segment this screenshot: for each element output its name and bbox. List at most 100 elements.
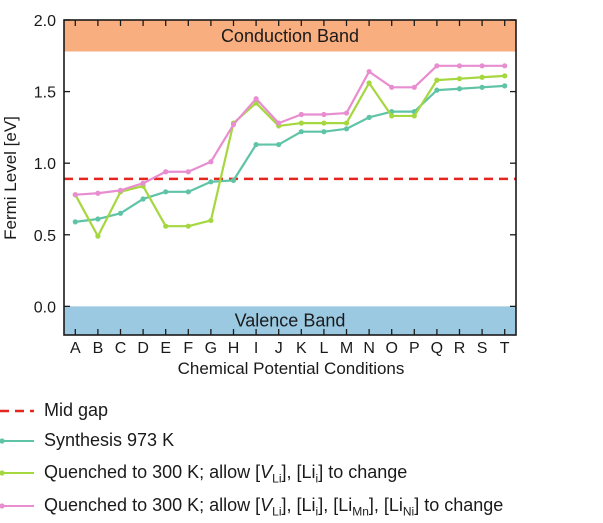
y-tick-label-1: 0.5 <box>34 228 56 245</box>
x-tick-label-C: C <box>115 340 127 357</box>
legend-item-quenched-li: Quenched to 300 K; allow [VLi], [Lii] to… <box>0 458 603 488</box>
series-0-point-B <box>95 216 101 222</box>
series-2-point-J <box>276 120 282 126</box>
series-0-point-A <box>72 219 78 225</box>
legend-label-quenched-all: Quenched to 300 K; allow [VLi], [Lii], [… <box>44 495 504 519</box>
x-tick-label-Q: Q <box>431 340 443 357</box>
series-2-point-D <box>140 180 146 186</box>
legend-label-midgap: Mid gap <box>44 400 109 420</box>
series-2-point-Q <box>434 63 440 69</box>
x-tick-label-H: H <box>228 340 240 357</box>
x-tick-label-F: F <box>183 340 193 357</box>
series-1-point-R <box>456 76 463 82</box>
series-2-point-B <box>95 190 101 196</box>
x-tick-label-K: K <box>296 340 307 357</box>
legend-label-synthesis: Synthesis 973 K <box>44 430 175 450</box>
series-2-point-S <box>479 63 485 69</box>
legend-item-quenched-all: Quenched to 300 K; allow [VLi], [Lii], [… <box>0 491 603 521</box>
x-tick-label-D: D <box>137 340 149 357</box>
x-tick-label-G: G <box>205 340 217 357</box>
series-0-point-Q <box>434 87 440 93</box>
x-tick-label-S: S <box>477 340 488 357</box>
series-1-point-K <box>298 120 304 126</box>
series-0-point-K <box>298 129 304 135</box>
x-axis-label: Chemical Potential Conditions <box>178 359 405 378</box>
legend-item-midgap: Mid gap <box>0 396 603 426</box>
series-0-point-H <box>230 177 237 183</box>
series-2-point-R <box>456 63 463 69</box>
series-1-point-B <box>95 233 101 239</box>
band-0 <box>64 20 516 52</box>
y-tick-label-2: 1.0 <box>34 156 56 173</box>
series-2-point-I <box>253 96 259 102</box>
series-0-point-J <box>276 141 282 148</box>
series-line-2 <box>75 64 505 196</box>
legend-label-quenched-li: Quenched to 300 K; allow [VLi], [Lii] to… <box>44 462 408 486</box>
x-tick-label-I: I <box>254 340 258 357</box>
legend-swatch-quenched-all <box>0 503 34 509</box>
band-label-0: Conduction Band <box>221 26 359 46</box>
series-2-point-T <box>502 63 508 69</box>
series-2-point-K <box>298 111 304 118</box>
legend-swatch-midgap <box>0 409 34 413</box>
series-line-1 <box>74 74 505 238</box>
x-tick-label-N: N <box>363 340 375 357</box>
series-1-point-L <box>321 120 327 126</box>
bands-layer: Conduction Band Valence Band <box>64 20 516 335</box>
series-2-point-P <box>411 84 417 90</box>
series-1-point-E <box>163 223 169 229</box>
series-1-point-S <box>479 74 485 80</box>
x-tick-label-P: P <box>409 340 420 357</box>
x-tick-label-M: M <box>340 340 353 357</box>
series-2-point-A <box>72 192 78 198</box>
series-2-point-E <box>163 169 169 175</box>
series-line-0 <box>75 84 505 223</box>
series-0-point-S <box>479 84 485 90</box>
series-0-point-R <box>456 86 463 92</box>
series-0-point-M <box>343 126 350 132</box>
x-tick-label-E: E <box>160 340 171 357</box>
series-0-point-L <box>321 129 327 135</box>
x-tick-label-J: J <box>275 340 283 357</box>
series-0-point-E <box>163 189 169 195</box>
series-1-point-M <box>343 120 350 126</box>
series-1-point-P <box>411 113 417 119</box>
series-2-point-M <box>343 110 350 116</box>
series-0-point-G <box>208 179 214 185</box>
series-2-point-C <box>117 187 124 193</box>
series-2-point-N <box>366 68 372 75</box>
series-0-point-T <box>502 83 508 89</box>
series-0-point-I <box>253 141 259 148</box>
legend-swatch-synthesis <box>0 438 34 444</box>
series-1-point-Q <box>434 77 440 83</box>
series-2-point-G <box>208 159 214 165</box>
y-tick-label-0: 0.0 <box>34 299 56 316</box>
y-tick-label-4: 2.0 <box>34 13 56 30</box>
axes-layer: 0.0 0.5 1.0 1.5 2.0 A B C D E F G H I J K L M N O P Q R S T <box>34 13 517 357</box>
series-0-point-C <box>117 210 124 216</box>
series-2-point-H <box>230 121 237 128</box>
series-1-point-N <box>366 80 372 86</box>
x-tick-label-O: O <box>385 340 397 357</box>
series-0-point-D <box>140 196 146 202</box>
legend-swatch-quenched-li <box>0 470 34 476</box>
x-tick-label-T: T <box>500 340 510 357</box>
series-2-point-O <box>389 84 395 90</box>
series-1-point-T <box>502 73 508 79</box>
x-tick-label-B: B <box>93 340 104 357</box>
band-1 <box>64 306 516 335</box>
series-layer <box>72 63 508 239</box>
y-tick-label-3: 1.5 <box>34 85 56 102</box>
series-0-point-F <box>185 189 191 195</box>
x-tick-label-L: L <box>319 340 328 357</box>
series-0-point-N <box>366 114 372 120</box>
series-2-point-L <box>321 111 327 118</box>
x-tick-label-R: R <box>454 340 466 357</box>
series-1-point-G <box>208 217 214 224</box>
plot-frame <box>63 19 517 336</box>
x-tick-label-A: A <box>70 340 81 357</box>
fermi-level-chart: Conduction Band Valence Band 0.0 0.5 1.0 1.5… <box>1 13 517 378</box>
y-axis-label: Fermi Level [eV] <box>1 116 20 240</box>
series-1-point-O <box>389 113 395 119</box>
series-1-point-F <box>185 223 191 229</box>
